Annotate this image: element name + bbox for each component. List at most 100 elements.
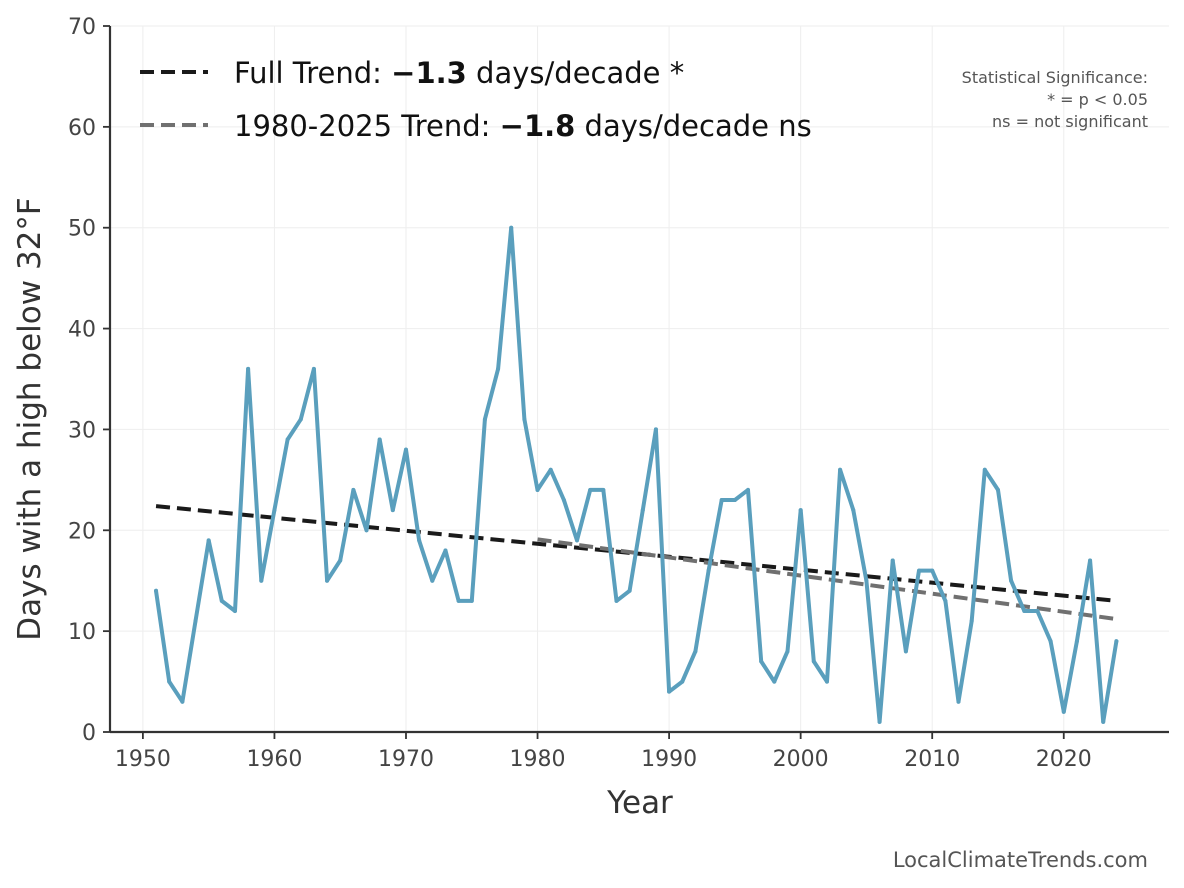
trend-line-1980-2025 <box>537 537 1117 622</box>
data-point <box>693 649 698 654</box>
data-point <box>285 437 290 442</box>
data-point <box>193 619 198 624</box>
data-point <box>838 467 843 472</box>
data-point <box>206 538 211 543</box>
data-point <box>640 508 645 513</box>
x-tick-label: 1950 <box>115 747 171 772</box>
data-point <box>811 659 816 664</box>
data-point <box>917 568 922 573</box>
data-point <box>377 437 382 442</box>
data-point <box>772 679 777 684</box>
data-point <box>1088 558 1093 563</box>
x-tick-label: 2000 <box>773 747 829 772</box>
data-point <box>890 558 895 563</box>
data-point <box>864 578 869 583</box>
y-axis-title: Days with a high below 32°F <box>12 197 48 640</box>
data-point <box>482 417 487 422</box>
data-point <box>298 417 303 422</box>
trend-line-full <box>155 504 1117 603</box>
data-point <box>259 578 264 583</box>
x-tick-label: 2010 <box>904 747 960 772</box>
data-point <box>272 508 277 513</box>
data-point <box>390 508 395 513</box>
data-point <box>719 498 724 503</box>
data-point <box>930 568 935 573</box>
data-point <box>325 578 330 583</box>
data-point <box>351 487 356 492</box>
data-point <box>311 366 316 371</box>
data-point <box>706 568 711 573</box>
significance-title: Statistical Significance: <box>962 68 1148 87</box>
data-point <box>824 679 829 684</box>
data-point <box>746 487 751 492</box>
data-point <box>154 588 159 593</box>
data-point <box>995 487 1000 492</box>
legend-1980-trend-value: −1.8 <box>500 109 576 143</box>
data-point <box>680 679 685 684</box>
data-point <box>851 508 856 513</box>
data-point <box>246 366 251 371</box>
data-point <box>653 427 658 432</box>
significance-star: * = p < 0.05 <box>1047 90 1148 109</box>
legend-full-trend-suffix: days/decade * <box>467 56 684 90</box>
data-point <box>943 598 948 603</box>
legend: Full Trend: −1.3 days/decade * 1980-2025… <box>140 56 812 143</box>
data-point <box>614 598 619 603</box>
data-point <box>877 719 882 724</box>
data-point <box>798 508 803 513</box>
data-point <box>785 649 790 654</box>
legend-label-1980-trend: 1980-2025 Trend: −1.8 days/decade ns <box>234 109 812 143</box>
data-point <box>219 598 224 603</box>
data-point <box>1101 719 1106 724</box>
data-point <box>403 447 408 452</box>
data-point <box>1022 608 1027 613</box>
data-point <box>364 528 369 533</box>
data-point <box>1074 639 1079 644</box>
data-point <box>167 679 172 684</box>
data-series <box>154 225 1119 724</box>
site-credit: LocalClimateTrends.com <box>893 848 1148 872</box>
y-tick-label: 50 <box>68 217 96 242</box>
y-tick-label: 30 <box>68 418 96 443</box>
data-point <box>548 467 553 472</box>
data-point <box>430 578 435 583</box>
data-point <box>1114 639 1119 644</box>
y-tick-label: 10 <box>68 620 96 645</box>
y-tick-label: 40 <box>68 318 96 343</box>
grid <box>110 25 1169 733</box>
data-point <box>1048 639 1053 644</box>
data-point <box>627 588 632 593</box>
y-tick-label: 0 <box>82 721 96 746</box>
x-tick-label: 2020 <box>1036 747 1092 772</box>
legend-full-trend-value: −1.3 <box>391 56 467 90</box>
data-point <box>759 659 764 664</box>
legend-1980-trend-suffix: days/decade ns <box>575 109 811 143</box>
data-point <box>522 417 527 422</box>
x-ticks: 1950 1960 1970 1980 1990 2000 2010 2020 <box>115 732 1092 772</box>
data-point <box>496 366 501 371</box>
data-point <box>982 467 987 472</box>
legend-label-full-trend: Full Trend: −1.3 days/decade * <box>234 56 684 90</box>
data-point <box>232 608 237 613</box>
data-point <box>1035 608 1040 613</box>
x-tick-label: 1960 <box>246 747 302 772</box>
y-tick-label: 20 <box>68 519 96 544</box>
data-point <box>1009 578 1014 583</box>
legend-full-trend-prefix: Full Trend: <box>234 56 391 90</box>
data-point <box>903 649 908 654</box>
y-tick-label: 70 <box>68 15 96 40</box>
data-point <box>588 487 593 492</box>
y-ticks: 0 10 20 30 40 50 60 70 <box>68 15 110 746</box>
data-point <box>456 598 461 603</box>
series-line-cold-days <box>154 225 1119 724</box>
legend-1980-trend-prefix: 1980-2025 Trend: <box>234 109 500 143</box>
axes <box>108 26 1169 734</box>
data-point <box>667 689 672 694</box>
data-point <box>956 699 961 704</box>
data-point <box>575 538 580 543</box>
data-point <box>469 598 474 603</box>
significance-ns: ns = not significant <box>992 112 1148 131</box>
x-tick-label: 1980 <box>510 747 566 772</box>
data-point <box>417 538 422 543</box>
